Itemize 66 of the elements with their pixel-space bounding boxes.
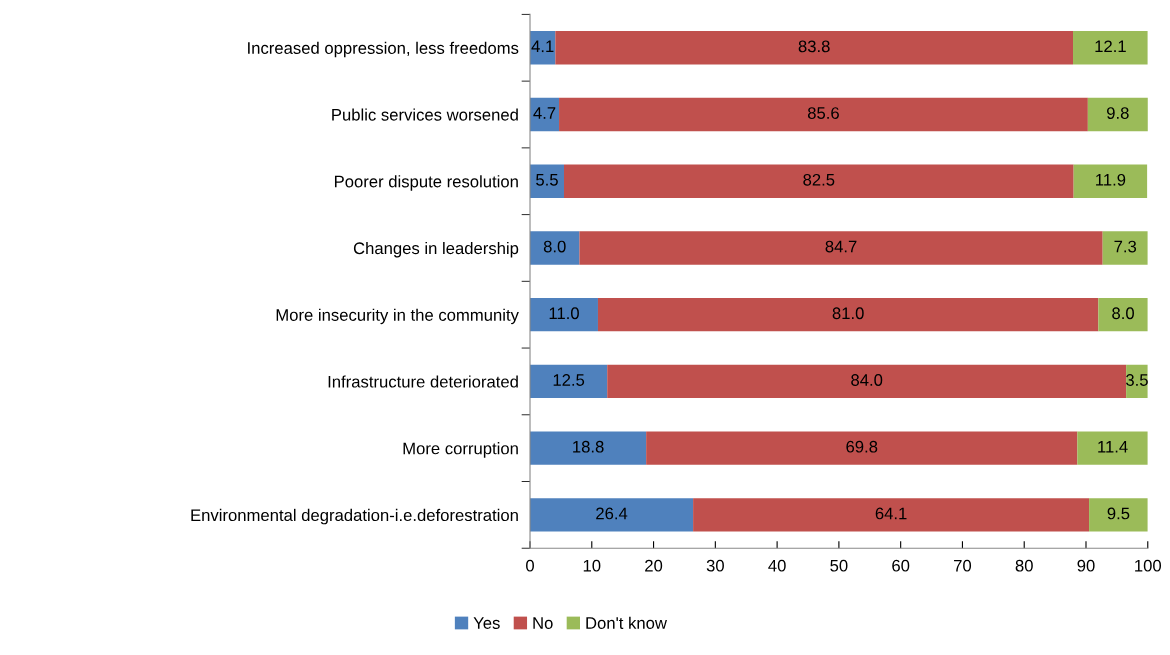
data-label: 3.5 xyxy=(1126,374,1148,386)
x-tick-label: 70 xyxy=(954,559,972,572)
x-tick-label: 90 xyxy=(1077,559,1095,572)
bar xyxy=(1073,164,1148,198)
data-label: 84.0 xyxy=(851,374,883,386)
data-label: 11.9 xyxy=(1096,173,1126,186)
bar xyxy=(559,97,1088,132)
bar xyxy=(555,31,1074,65)
legend-label: No xyxy=(533,617,553,629)
y-tick-label: Poorer dispute resolution xyxy=(334,175,518,191)
x-tick-label: 100 xyxy=(1135,559,1162,572)
bar xyxy=(1102,231,1148,265)
y-tick-label: More corruption xyxy=(403,442,518,458)
data-label: 11.0 xyxy=(549,307,579,320)
bar xyxy=(530,364,608,399)
data-label: 85.6 xyxy=(807,107,839,119)
data-label: 83.8 xyxy=(798,40,830,53)
y-tick-label: Increased oppression, less freedoms xyxy=(248,41,519,58)
x-tick-label: 20 xyxy=(645,559,663,572)
bar xyxy=(1077,431,1148,465)
bar xyxy=(1098,298,1148,332)
data-label: 64.1 xyxy=(875,507,907,520)
bar xyxy=(597,298,1099,332)
data-label: 7.3 xyxy=(1114,240,1137,253)
bar xyxy=(607,364,1127,399)
data-label: 8.0 xyxy=(543,240,566,253)
data-label: 69.8 xyxy=(846,440,878,453)
x-tick-label: 50 xyxy=(830,559,848,572)
data-label: 12.1 xyxy=(1095,40,1126,53)
x-tick-label: 30 xyxy=(706,559,724,572)
data-label: 11.4 xyxy=(1098,440,1128,453)
bar xyxy=(530,431,647,465)
bar xyxy=(1087,97,1148,132)
x-tick-label: 0 xyxy=(526,559,534,572)
bar xyxy=(530,498,694,532)
bar xyxy=(530,231,580,265)
y-tick-label: Infrastructure deteriorated xyxy=(328,375,518,388)
data-label: 26.4 xyxy=(596,507,628,520)
y-tick-label: Public services worsened xyxy=(332,108,518,121)
y-tick-label: More insecurity in the community xyxy=(276,308,519,325)
data-label: 84.7 xyxy=(825,240,857,253)
bar xyxy=(563,164,1074,198)
data-label: 5.5 xyxy=(536,174,558,186)
legend-label: Yes xyxy=(473,617,500,629)
data-label: 82.5 xyxy=(803,173,835,186)
x-tick-label: 80 xyxy=(1015,559,1033,572)
bar xyxy=(693,498,1090,532)
bar xyxy=(1073,31,1148,65)
x-tick-label: 60 xyxy=(892,559,910,572)
y-tick-label: Changes in leadership xyxy=(353,241,519,258)
data-label: 81.0 xyxy=(832,307,864,320)
bar xyxy=(530,298,598,332)
data-label: 18.8 xyxy=(573,440,604,453)
data-label: 8.0 xyxy=(1112,307,1134,320)
data-label: 9.8 xyxy=(1107,107,1129,119)
data-label: 4.1 xyxy=(531,40,554,53)
data-label: 9.5 xyxy=(1107,507,1130,520)
bar xyxy=(1089,498,1148,532)
y-tick-label: Environmental degradation-i.e.deforestration xyxy=(191,508,518,525)
x-tick-label: 10 xyxy=(583,559,601,572)
x-tick-label: 40 xyxy=(768,559,786,572)
bar xyxy=(646,431,1078,465)
data-label: 12.5 xyxy=(553,374,585,386)
data-label: 4.7 xyxy=(533,107,556,119)
legend-label: Don't know xyxy=(586,616,667,629)
bar xyxy=(579,231,1103,265)
